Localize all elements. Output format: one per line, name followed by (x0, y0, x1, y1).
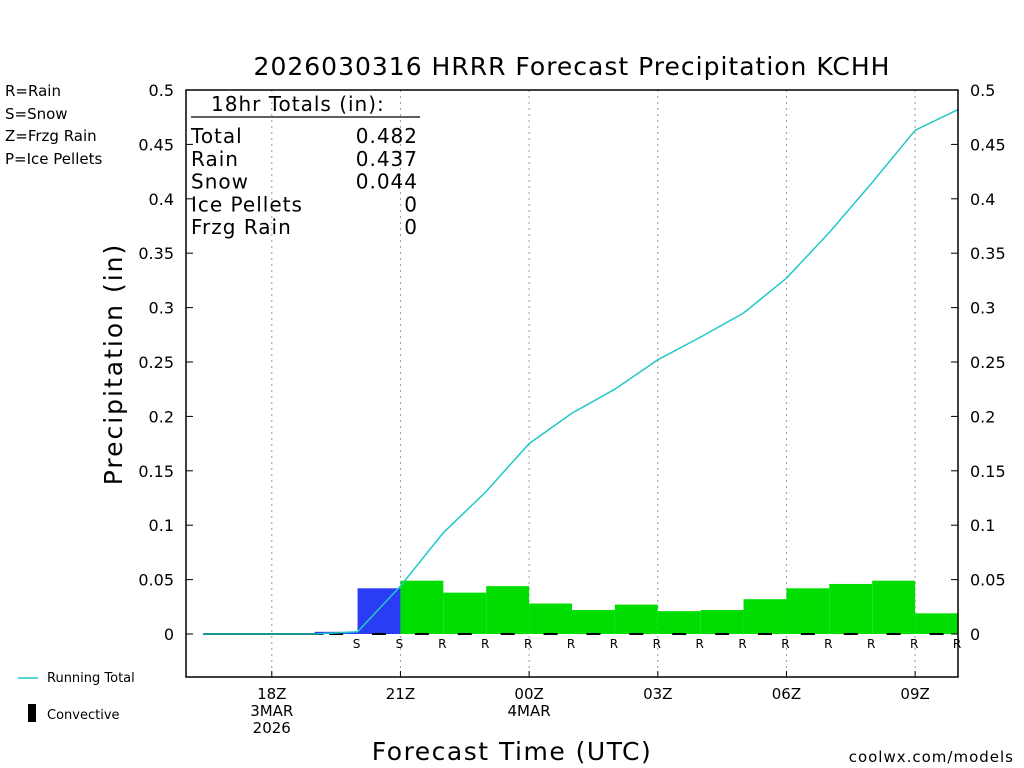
running-total-series (203, 108, 959, 635)
ptype-label: R (481, 637, 489, 651)
series-legend: Running Total Convective (18, 671, 135, 723)
running-total-legend-label: Running Total (47, 671, 135, 686)
precip-bar (529, 603, 572, 634)
x-tick-label: 18Z (257, 685, 286, 703)
y-tick-label-right: 0.05 (970, 571, 1006, 590)
totals-row-value: 0.044 (356, 170, 418, 194)
totals-rows: Total 0.482 Rain 0.437 Snow 0.044 Ice Pellets 0… (190, 124, 418, 239)
y-tick-label: 0.4 (149, 190, 174, 209)
y-tick-label: 0.5 (149, 81, 174, 100)
y-tick-label: 0.2 (149, 407, 174, 426)
x-tick-label: 3MAR (250, 702, 293, 720)
x-tick-label: 4MAR (508, 702, 551, 720)
precip-bar (572, 610, 615, 634)
totals-row-label: Snow (191, 170, 249, 194)
x-tick-label: 03Z (643, 685, 672, 703)
precip-bars (314, 580, 958, 634)
y-tick-label-right: 0.3 (970, 299, 995, 318)
ptype-label: R (438, 637, 446, 651)
precip-bar (443, 592, 487, 634)
x-tick-label: 09Z (900, 685, 929, 703)
precip-bar (829, 583, 873, 634)
ptype-label: R (567, 637, 575, 651)
y-tick-label-right: 0.1 (970, 516, 995, 535)
y-tick-label: 0.3 (149, 299, 174, 318)
y-axis-label: Precipitation (in) (99, 243, 128, 486)
y-tick-label-right: 0.15 (970, 462, 1006, 481)
y-tick-label: 0.1 (149, 516, 174, 535)
ptype-label: S (353, 637, 361, 651)
precip-bar (657, 611, 701, 634)
precip-bar (400, 580, 444, 634)
precip-bar (486, 586, 530, 634)
y-tick-label: 0.25 (138, 353, 174, 372)
totals-row-label: Rain (191, 147, 239, 171)
y-tick-label: 0.35 (138, 244, 174, 263)
totals-row-value: 0.437 (356, 147, 418, 171)
totals-row-value: 0 (404, 215, 418, 239)
legend-ice: P=Ice Pellets (5, 150, 102, 168)
running-total-line (203, 108, 959, 635)
y-axis-ticks: 0 00.05 0.050.1 0.10.15 0.150.2 0.20.25 0.250.… (138, 81, 1005, 644)
y-tick-label: 0.15 (138, 462, 174, 481)
precip-bar (614, 604, 658, 634)
totals-row-label: Total (190, 124, 243, 148)
y-tick-label-right: 0.35 (970, 244, 1006, 263)
x-tick-label: 06Z (772, 685, 801, 703)
totals-row-value: 0 (404, 192, 418, 216)
y-tick-label-right: 0 (970, 625, 980, 644)
chart-title: 2026030316 HRRR Forecast Precipitation K… (254, 52, 891, 81)
legend-snow: S=Snow (5, 105, 68, 123)
x-tick-label: 21Z (386, 685, 415, 703)
y-tick-label: 0.05 (138, 571, 174, 590)
ptype-label: R (910, 637, 918, 651)
y-tick-label-right: 0.2 (970, 407, 995, 426)
watermark: coolwx.com/models (849, 748, 1014, 766)
precip-bar (700, 610, 744, 634)
legend-frzg: Z=Frzg Rain (5, 127, 97, 145)
ptype-label: R (824, 637, 832, 651)
x-tick-label: 00Z (514, 685, 543, 703)
precip-bar (915, 613, 958, 634)
ptype-label: R (867, 637, 875, 651)
x-tick-label: 2026 (253, 719, 291, 737)
legend-rain: R=Rain (5, 82, 61, 100)
ptype-legend: R=Rain S=Snow Z=Frzg Rain P=Ice Pellets (5, 82, 102, 168)
totals-header: 18hr Totals (in): (211, 92, 385, 116)
y-tick-label-right: 0.5 (970, 81, 995, 100)
ptype-label: R (953, 637, 961, 651)
vertical-gridlines (271, 90, 916, 677)
totals-row-label: Ice Pellets (191, 192, 303, 216)
x-axis-label: Forecast Time (UTC) (372, 737, 652, 766)
ptype-label: R (695, 637, 703, 651)
y-tick-label: 0 (164, 625, 174, 644)
y-tick-label-right: 0.45 (970, 135, 1006, 154)
convective-legend-label: Convective (47, 708, 120, 723)
y-tick-label-right: 0.25 (970, 353, 1006, 372)
y-tick-label: 0.45 (138, 135, 174, 154)
precip-bar (357, 588, 401, 634)
y-tick-label-right: 0.4 (970, 190, 995, 209)
ptype-label: S (396, 637, 404, 651)
totals-row-label: Frzg Rain (191, 215, 292, 239)
precip-bar (786, 588, 830, 634)
precip-bar (872, 580, 916, 634)
ptype-label: R (524, 637, 532, 651)
ptype-label: R (738, 637, 746, 651)
convective-swatch (28, 704, 36, 722)
ptype-label: R (781, 637, 789, 651)
ptype-label: R (610, 637, 618, 651)
precip-bar (743, 599, 787, 634)
totals-box: 18hr Totals (in): Total 0.482 Rain 0.437 Sno… (190, 92, 420, 239)
ptype-label: R (653, 637, 661, 651)
plot-frame (185, 89, 959, 678)
totals-row-value: 0.482 (356, 124, 418, 148)
